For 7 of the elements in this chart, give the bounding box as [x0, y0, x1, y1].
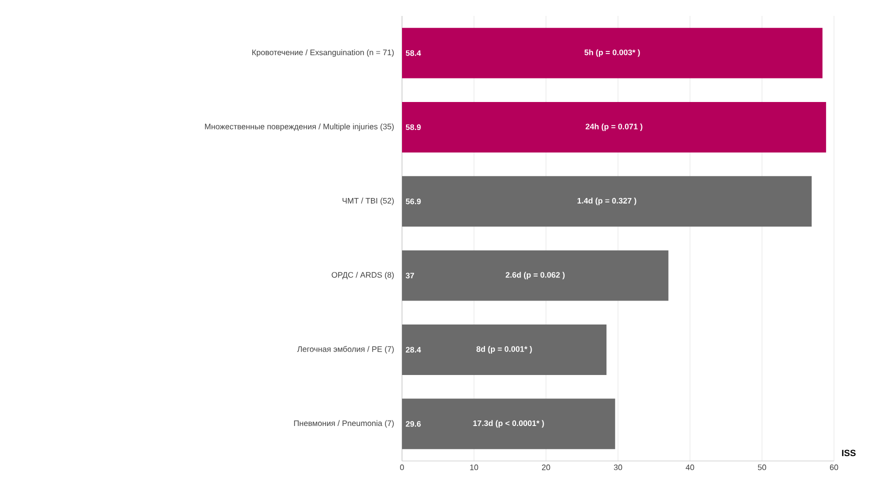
x-axis-title: ISS [842, 450, 856, 456]
bar [402, 28, 822, 78]
bar [402, 102, 826, 152]
bar [402, 250, 668, 301]
bar [402, 324, 606, 375]
bar [402, 176, 812, 227]
bar [402, 398, 616, 450]
